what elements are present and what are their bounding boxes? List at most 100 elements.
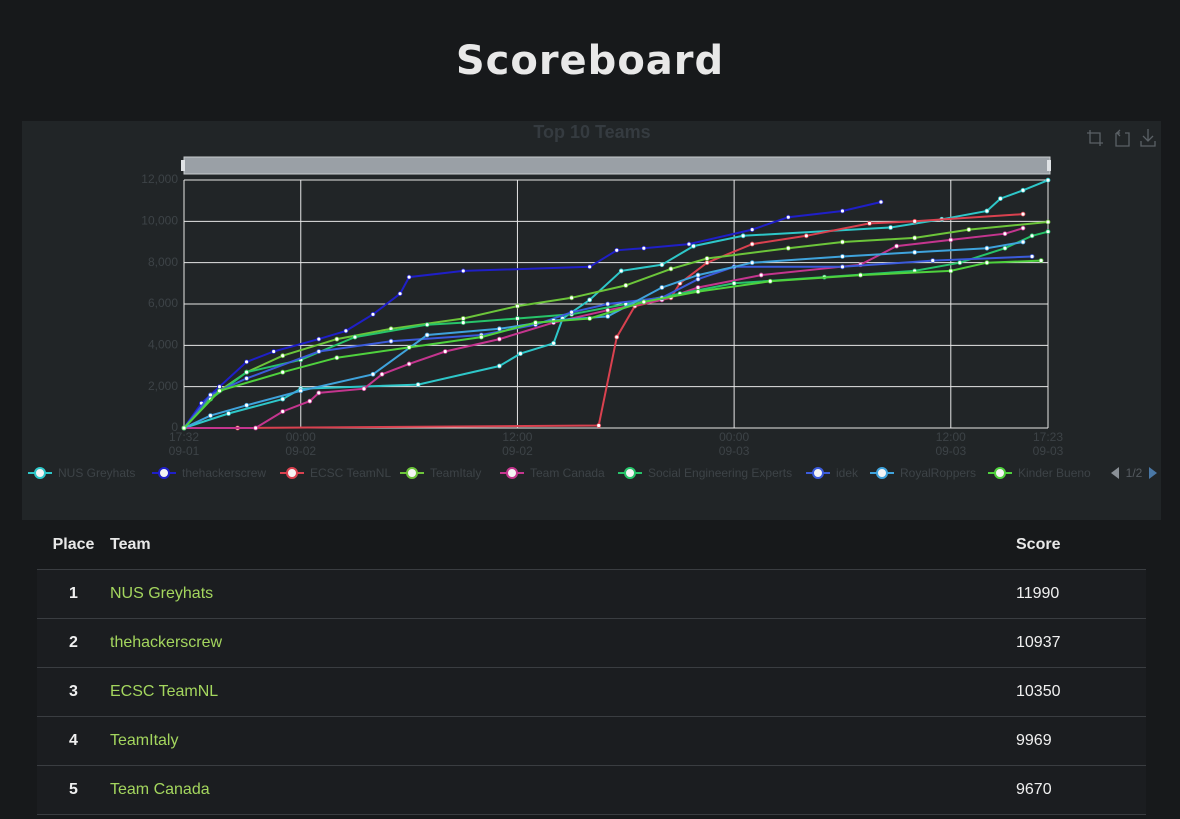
data-point[interactable] (217, 388, 222, 394)
data-point[interactable] (460, 316, 466, 321)
data-point[interactable] (181, 425, 187, 431)
team-cell[interactable]: Team Canada (110, 765, 1016, 815)
data-point[interactable] (1029, 233, 1035, 239)
data-point[interactable] (966, 227, 972, 232)
legend-item[interactable]: Kinder Bueno (988, 466, 1091, 480)
data-point[interactable] (271, 349, 277, 354)
data-point[interactable] (957, 260, 963, 266)
data-point[interactable] (352, 334, 358, 340)
data-point[interactable] (912, 235, 918, 241)
data-point[interactable] (226, 411, 231, 416)
data-point[interactable] (515, 303, 520, 309)
data-point[interactable] (415, 382, 421, 388)
data-point[interactable] (280, 409, 286, 414)
data-point[interactable] (1038, 258, 1044, 264)
data-point[interactable] (767, 278, 773, 284)
zoom-handle[interactable] (1047, 160, 1051, 171)
legend-item[interactable]: Social Engineering Experts (618, 466, 792, 480)
data-point[interactable] (695, 276, 701, 282)
data-point[interactable] (370, 311, 376, 317)
download-tool[interactable] (1140, 129, 1156, 147)
zoom-slider[interactable] (183, 156, 1051, 175)
data-point[interactable] (785, 245, 791, 251)
data-point[interactable] (1020, 211, 1026, 217)
data-point[interactable] (695, 289, 701, 295)
data-point[interactable] (614, 247, 620, 253)
legend-next[interactable] (1149, 467, 1157, 479)
data-point[interactable] (316, 390, 322, 396)
data-point[interactable] (614, 334, 620, 340)
data-point[interactable] (388, 338, 394, 344)
data-point[interactable] (867, 221, 872, 226)
data-point[interactable] (1002, 231, 1008, 237)
legend-item[interactable]: NUS Greyhats (28, 466, 135, 480)
data-point[interactable] (316, 336, 322, 342)
legend-item[interactable]: RoyalRoppers (870, 466, 976, 480)
data-point[interactable] (749, 241, 755, 247)
legend-item[interactable]: TeamItaly (400, 466, 481, 480)
data-point[interactable] (370, 371, 376, 377)
data-point[interactable] (361, 386, 367, 392)
data-point[interactable] (1020, 187, 1026, 193)
team-cell[interactable]: thehackerscrew (110, 618, 1016, 668)
data-point[interactable] (840, 208, 845, 214)
data-point[interactable] (984, 245, 990, 251)
data-point[interactable] (343, 328, 349, 334)
data-point[interactable] (316, 349, 322, 354)
data-point[interactable] (1029, 254, 1035, 259)
data-point[interactable] (424, 332, 430, 338)
data-point[interactable] (1002, 245, 1008, 251)
data-point[interactable] (668, 266, 674, 272)
data-point[interactable] (1020, 225, 1026, 231)
data-point[interactable] (496, 336, 502, 342)
data-point[interactable] (740, 233, 746, 239)
data-point[interactable] (686, 241, 692, 247)
restore-tool[interactable] (1115, 129, 1130, 147)
data-point[interactable] (912, 249, 918, 255)
data-point[interactable] (253, 425, 259, 431)
data-point[interactable] (618, 268, 624, 274)
data-point[interactable] (1045, 219, 1051, 225)
data-point[interactable] (623, 282, 629, 288)
data-point[interactable] (888, 225, 894, 230)
legend-item[interactable]: idek (806, 466, 859, 480)
data-point[interactable] (478, 334, 484, 340)
data-point[interactable] (551, 340, 556, 346)
data-point[interactable] (695, 285, 701, 290)
data-point[interactable] (840, 264, 845, 270)
data-point[interactable] (569, 295, 575, 301)
data-point[interactable] (334, 355, 340, 361)
data-point[interactable] (244, 375, 249, 381)
data-point[interactable] (840, 254, 845, 259)
data-point[interactable] (948, 237, 954, 243)
data-point[interactable] (515, 316, 520, 321)
data-point[interactable] (1020, 239, 1026, 245)
data-point[interactable] (605, 301, 611, 307)
data-point[interactable] (298, 388, 304, 394)
data-point[interactable] (244, 402, 249, 408)
team-cell[interactable]: ECSC TeamNL (110, 667, 1016, 717)
data-point[interactable] (460, 320, 466, 326)
data-point[interactable] (878, 199, 884, 205)
data-point[interactable] (496, 326, 502, 332)
data-point[interactable] (518, 351, 523, 357)
data-point[interactable] (641, 299, 647, 305)
data-point[interactable] (659, 262, 665, 268)
data-point[interactable] (280, 353, 286, 359)
data-point[interactable] (406, 344, 412, 350)
zoom-tool[interactable] (1087, 130, 1103, 146)
data-point[interactable] (406, 274, 412, 280)
data-point[interactable] (803, 233, 809, 239)
data-point[interactable] (858, 272, 863, 278)
data-point[interactable] (496, 363, 502, 369)
legend-item[interactable]: ECSC TeamNL (280, 466, 391, 480)
data-point[interactable] (1045, 229, 1051, 235)
data-point[interactable] (894, 243, 900, 249)
data-point[interactable] (442, 349, 448, 354)
data-point[interactable] (424, 322, 430, 328)
team-cell[interactable]: TeamItaly (110, 716, 1016, 766)
data-point[interactable] (379, 371, 385, 377)
data-point[interactable] (912, 218, 918, 224)
data-point[interactable] (280, 369, 286, 375)
data-point[interactable] (208, 392, 213, 398)
